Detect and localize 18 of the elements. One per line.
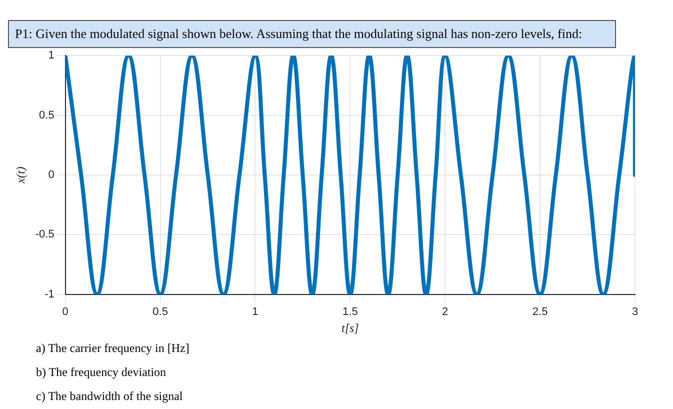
chart-title: P1: Given the modulated signal shown below. Assuming that the modulating signal has non-zero levels, find: [8,20,616,48]
text: b) The frequency deviation [36,364,168,381]
x-axis-title: t[s] [342,320,360,335]
x-tick-label: 2.5 [532,306,548,318]
x-tick-label: 2 [442,306,448,318]
y-axis-title: x(t) [13,166,28,184]
text: c) The bandwidth of the signal [36,388,184,405]
y-tick-label: -0.5 [35,228,54,241]
x-tick-label: 1.5 [342,306,358,318]
x-tick-label: 1 [252,306,258,318]
y-tick-label: 0.5 [39,109,54,122]
y-tick-label: -1 [44,288,54,300]
x-tick-label: 3 [632,306,638,318]
y-tick-label: 1 [48,50,54,62]
x-tick-label: 0 [62,306,68,318]
y-tick-label: 0 [48,169,54,182]
text: a) The carrier frequency in [Hz] [36,340,190,357]
x-tick-label: 0.5 [152,306,168,318]
